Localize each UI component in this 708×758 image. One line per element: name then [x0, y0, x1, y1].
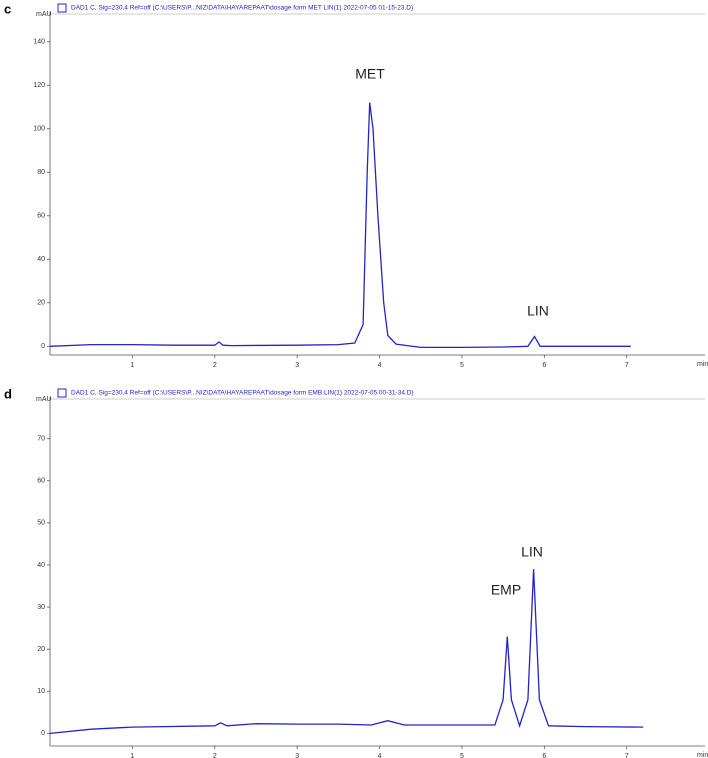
- legend-label: DAD1 C, Sig=230,4 Ref=off (C:\USERS\P...…: [71, 390, 414, 397]
- trace: [49, 102, 631, 349]
- y-axis-label: mAU: [36, 11, 52, 18]
- y-tick-label: 120: [33, 82, 45, 89]
- x-tick-label: 5: [460, 362, 464, 369]
- legend-swatch: [57, 388, 67, 398]
- peak-label: LIN: [521, 544, 543, 560]
- y-tick-label: 0: [41, 730, 45, 737]
- y-tick-label: 100: [33, 126, 45, 133]
- y-tick-label: 20: [37, 646, 45, 653]
- legend-label: DAD1 C, Sig=230,4 Ref=off (C:\USERS\P...…: [71, 5, 413, 12]
- y-tick-label: 30: [37, 604, 45, 611]
- y-tick-label: 40: [37, 256, 45, 263]
- legend-swatch: [57, 3, 67, 13]
- x-tick-label: 5: [460, 753, 464, 758]
- y-tick-label: 40: [37, 562, 45, 569]
- y-tick-label: 60: [37, 213, 45, 220]
- y-tick-label: 0: [41, 343, 45, 350]
- peak-label: EMP: [491, 582, 521, 598]
- y-tick-label: 70: [37, 436, 45, 443]
- x-tick-label: 4: [378, 753, 382, 758]
- y-tick-label: 80: [37, 169, 45, 176]
- panel-label: d: [4, 386, 12, 401]
- y-tick-label: 10: [37, 688, 45, 695]
- x-tick-label: 6: [542, 753, 546, 758]
- y-axis-label: mAU: [36, 396, 52, 403]
- x-tick-label: 3: [295, 753, 299, 758]
- x-tick-label: 4: [378, 362, 382, 369]
- panel-label: c: [4, 1, 11, 16]
- y-tick-label: 140: [33, 39, 45, 46]
- x-tick-label: 7: [625, 362, 629, 369]
- y-tick-label: 60: [37, 478, 45, 485]
- peak-label: MET: [355, 66, 385, 82]
- x-tick-label: 2: [213, 753, 217, 758]
- x-axis-label: min: [697, 752, 708, 758]
- y-tick-label: 20: [37, 300, 45, 307]
- trace: [49, 569, 644, 735]
- x-tick-label: 2: [213, 362, 217, 369]
- x-tick-label: 1: [130, 362, 134, 369]
- x-tick-label: 6: [542, 362, 546, 369]
- x-tick-label: 1: [130, 753, 134, 758]
- y-tick-label: 50: [37, 520, 45, 527]
- x-axis-label: min: [697, 361, 708, 368]
- x-tick-label: 7: [625, 753, 629, 758]
- peak-label: LIN: [527, 303, 549, 319]
- x-tick-label: 3: [295, 362, 299, 369]
